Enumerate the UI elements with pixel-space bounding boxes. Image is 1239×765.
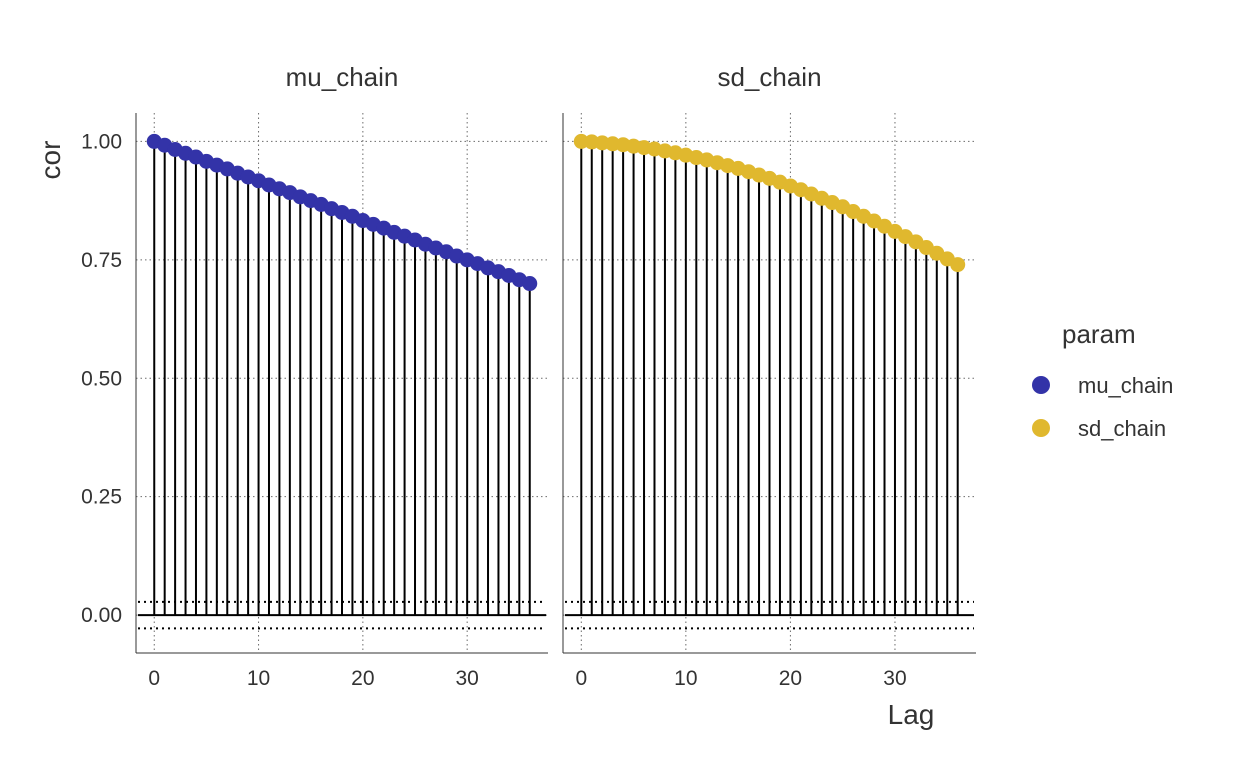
y-axis-title: cor bbox=[35, 141, 66, 180]
data-point bbox=[950, 257, 966, 273]
legend-swatch bbox=[1032, 376, 1050, 394]
points-mu_chain bbox=[146, 133, 538, 292]
x-tick-label: 10 bbox=[247, 667, 270, 690]
x-tick-label: 20 bbox=[351, 667, 374, 690]
stems bbox=[580, 141, 959, 616]
x-tick-label: 20 bbox=[779, 667, 802, 690]
data-point bbox=[522, 276, 538, 292]
legend-label: mu_chain bbox=[1078, 373, 1173, 398]
legend-swatch bbox=[1032, 419, 1050, 437]
x-tick-label: 30 bbox=[455, 667, 478, 690]
facet-title: sd_chain bbox=[717, 62, 821, 92]
stems bbox=[153, 141, 531, 616]
facet-panel-sd_chain: sd_chain 0 10 20 30 bbox=[562, 62, 976, 690]
points-sd_chain bbox=[573, 133, 966, 273]
y-tick-label: 0.25 bbox=[81, 486, 122, 509]
x-axis-title: Lag bbox=[888, 699, 935, 730]
legend-label: sd_chain bbox=[1078, 416, 1166, 441]
x-tick-label: 10 bbox=[674, 667, 697, 690]
facet-title: mu_chain bbox=[286, 62, 399, 92]
legend-item-sd_chain: sd_chain bbox=[1032, 416, 1166, 441]
facet-panels: mu_chain 0 10 20 30 sd_chain 0 10 20 30 bbox=[135, 62, 976, 690]
facet-panel-mu_chain: mu_chain 0 10 20 30 bbox=[135, 62, 548, 690]
y-tick-label: 0.50 bbox=[81, 367, 122, 390]
y-axis-ticks: 0.00 0.25 0.50 0.75 1.00 bbox=[81, 130, 122, 627]
legend: param mu_chain sd_chain bbox=[1032, 319, 1173, 441]
x-tick-label: 0 bbox=[148, 667, 160, 690]
y-tick-label: 0.00 bbox=[81, 604, 122, 627]
y-tick-label: 0.75 bbox=[81, 249, 122, 272]
legend-title: param bbox=[1062, 319, 1136, 349]
x-tick-label: 0 bbox=[575, 667, 587, 690]
legend-item-mu_chain: mu_chain bbox=[1032, 373, 1173, 398]
x-tick-label: 30 bbox=[883, 667, 906, 690]
y-tick-label: 1.00 bbox=[81, 130, 122, 153]
